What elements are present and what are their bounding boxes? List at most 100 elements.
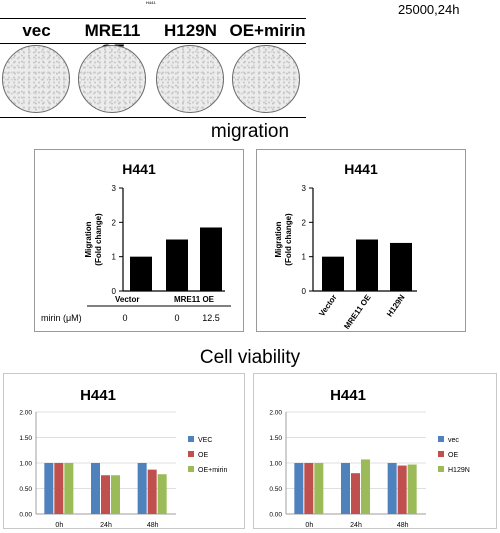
bar-3 xyxy=(200,227,222,291)
header-rule-bottom xyxy=(0,43,306,44)
mirin-row-label: mirin (μM) xyxy=(41,313,82,323)
migration-chart-h129n: H441 0 1 2 3 Migration(Fold change) Vector MRE1… xyxy=(274,161,417,331)
bar-oe-0h xyxy=(54,463,64,514)
migration-chart-mirin: H441 0 1 2 3 Migration(Fold change) Vector MRE1… xyxy=(41,161,231,323)
condition-note: 25000,24h xyxy=(398,2,460,17)
chart-title: H441 xyxy=(80,387,116,404)
y-tick-label: 1 xyxy=(302,253,307,262)
legend-label-oe: OE xyxy=(198,452,208,459)
y-axis-label: Migration(Fold change) xyxy=(84,213,103,266)
x-tick-label-48h: 48h xyxy=(147,522,159,528)
legend-swatch-vec xyxy=(188,436,194,442)
x-tick-label-24h: 24h xyxy=(350,522,362,528)
legend-label-oe-mirin: OE+mirin xyxy=(198,467,227,474)
y-tick-label: 2.00 xyxy=(19,410,32,417)
chart-title: H441 xyxy=(330,387,366,404)
group-label-vector: Vector xyxy=(115,295,139,304)
y-axis-label-line: Migration xyxy=(274,221,283,257)
mirin-value: 0 xyxy=(122,313,127,323)
y-tick-label: 2.00 xyxy=(269,410,282,417)
legend-label-oe: OE xyxy=(448,452,458,459)
bar-vec-24h xyxy=(91,463,100,514)
legend-swatch-oe xyxy=(188,451,194,457)
y-axis-label-line: (Fold change) xyxy=(94,213,103,266)
legend-swatch-oe xyxy=(438,451,444,457)
well-label-oe-mirin: OE+mirin xyxy=(229,21,306,40)
chart-title: H441 xyxy=(122,161,156,177)
x-tick-label-24h: 24h xyxy=(100,522,112,528)
tiny-header-label: H441 xyxy=(146,0,156,5)
well-label-vec: vec xyxy=(22,21,51,40)
x-tick-label-h129n: H129N xyxy=(385,293,407,319)
bar-vector xyxy=(322,256,344,291)
bar-h129n-24h xyxy=(361,459,370,514)
bar-oe-24h xyxy=(351,473,360,514)
bar-vec-0h xyxy=(44,463,54,514)
bar-vec-48h xyxy=(387,463,397,514)
x-tick-label-mre11-oe: MRE11 OE xyxy=(342,292,373,330)
well-image-oe-mirin xyxy=(232,45,300,113)
legend-swatch-vec xyxy=(438,436,444,442)
y-tick-label: 0.50 xyxy=(19,486,32,493)
y-axis-label-line: (Fold change) xyxy=(284,213,293,266)
y-tick-label: 0.00 xyxy=(269,512,282,519)
x-tick-label-48h: 48h xyxy=(397,522,409,528)
y-tick-label: 1.00 xyxy=(19,461,32,468)
well-image-mre11-oe xyxy=(78,45,146,113)
viability-section-title: Cell viability xyxy=(199,347,301,368)
bar-1 xyxy=(130,256,152,291)
y-tick-label: 3 xyxy=(112,184,117,193)
y-tick-label: 0 xyxy=(302,287,307,296)
bar-2 xyxy=(166,239,188,291)
bar-vec-48h xyxy=(137,463,147,514)
legend-label-h129n: H129N xyxy=(448,467,470,474)
bar-oe-mirin-0h xyxy=(64,463,74,514)
bar-oe-24h xyxy=(101,475,110,514)
y-tick-label: 1.00 xyxy=(269,461,282,468)
y-axis-label: Migration(Fold change) xyxy=(274,213,293,266)
mirin-value: 12.5 xyxy=(202,313,220,323)
group-label-mre11-oe: MRE11 OE xyxy=(174,295,215,304)
viability-panel-h129n: H441 0.00 0.50 1.00 1.50 2.00 0h 24h 48h vec OE H12… xyxy=(253,373,497,529)
legend-label-vec: VEC xyxy=(198,437,212,444)
migration-section-title: migration xyxy=(210,121,290,142)
y-tick-label: 0.00 xyxy=(19,512,32,519)
y-tick-label: 1.50 xyxy=(19,435,32,442)
viability-chart-mirin: H441 0.00 0.50 1.00 1.50 2.00 0h 24h 48h VEC OE OE+… xyxy=(19,387,227,529)
legend-label-vec: vec xyxy=(448,437,459,444)
bar-oe-0h xyxy=(304,463,314,514)
bar-mre11-oe xyxy=(356,239,378,291)
y-tick-label: 1.50 xyxy=(269,435,282,442)
x-tick-label-vector: Vector xyxy=(317,293,338,318)
y-tick-label: 2 xyxy=(302,218,307,227)
bar-oe-mirin-48h xyxy=(157,474,167,514)
well-image-h129n xyxy=(156,45,224,113)
bar-h129n-0h xyxy=(314,463,324,514)
y-tick-label: 1 xyxy=(112,253,117,262)
y-tick-label: 3 xyxy=(302,184,307,193)
viability-chart-h129n: H441 0.00 0.50 1.00 1.50 2.00 0h 24h 48h vec OE H12… xyxy=(269,387,470,529)
x-tick-label-0h: 0h xyxy=(55,522,63,528)
wells-rule-bottom xyxy=(0,117,306,118)
migration-panel-mirin: H441 0 1 2 3 Migration(Fold change) Vector MRE1… xyxy=(34,149,244,332)
x-tick-label-0h: 0h xyxy=(305,522,313,528)
bar-oe-48h xyxy=(397,465,407,514)
bar-vec-24h xyxy=(341,463,350,514)
viability-panel-mirin: H441 0.00 0.50 1.00 1.50 2.00 0h 24h 48h VEC OE OE+… xyxy=(3,373,245,529)
chart-title: H441 xyxy=(344,161,378,177)
well-label-h129n: H129N xyxy=(164,21,217,40)
bar-oe-mirin-24h xyxy=(111,475,120,514)
legend-swatch-h129n xyxy=(438,466,444,472)
y-tick-label: 2 xyxy=(112,218,117,227)
y-tick-label: 0.50 xyxy=(269,486,282,493)
mirin-value: 0 xyxy=(174,313,179,323)
well-image-vec xyxy=(2,45,70,113)
legend-swatch-oe-mirin xyxy=(188,466,194,472)
bar-oe-48h xyxy=(147,469,157,514)
header-rule-top xyxy=(0,18,306,19)
bar-h129n xyxy=(390,242,412,291)
y-tick-label: 0 xyxy=(112,287,117,296)
y-axis-label-line: Migration xyxy=(84,221,93,257)
migration-panel-h129n: H441 0 1 2 3 Migration(Fold change) Vector MRE1… xyxy=(256,149,466,332)
bar-h129n-48h xyxy=(407,464,417,514)
